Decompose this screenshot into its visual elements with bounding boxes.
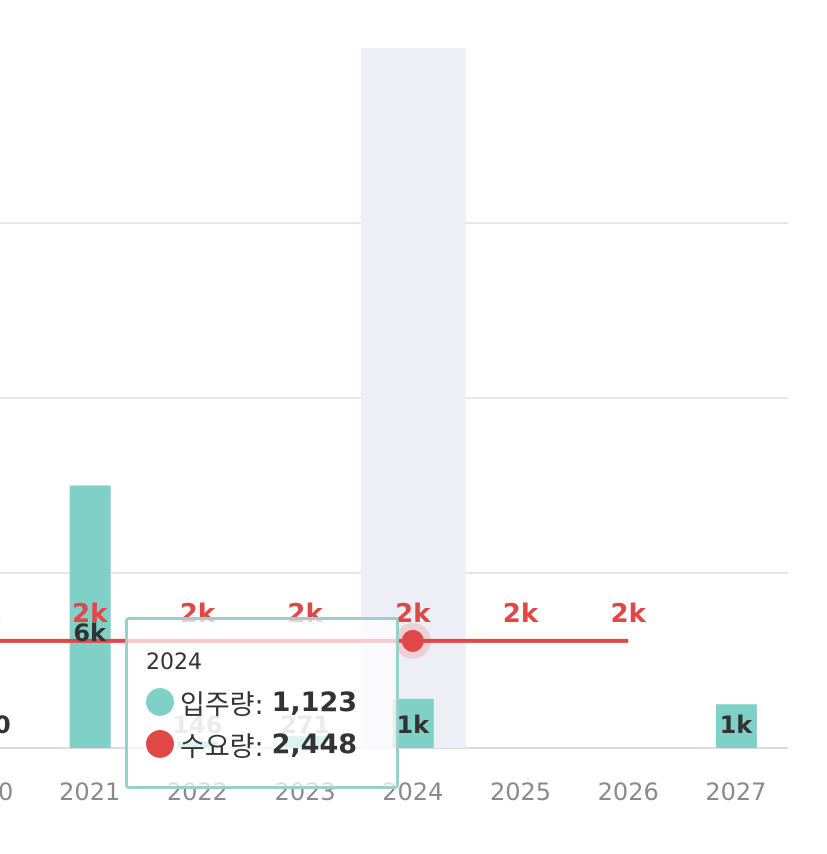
tooltip-label-demand: 수요량: — [180, 731, 264, 763]
bar-2027 — [715, 704, 757, 748]
tooltip-value-demand: 2,448 — [271, 728, 358, 760]
bar-label-2027: 1k — [720, 711, 754, 739]
demand-legend-dot — [146, 730, 174, 758]
tooltip-title: 2024 — [146, 650, 202, 675]
x-tick-2026: 2026 — [598, 778, 659, 806]
line-label-2025: 2k — [503, 599, 539, 629]
bar-label-2020: 0 — [0, 711, 11, 739]
line-label-2024: 2k — [395, 599, 431, 629]
tooltip-row-demand: 수요량: 2,448 — [146, 723, 396, 765]
supply-legend-dot — [146, 688, 174, 716]
x-tick-2027: 2027 — [705, 778, 766, 806]
tooltip-row-supply: 입주량: 1,123 — [146, 681, 396, 723]
bar-2021 — [69, 485, 111, 748]
x-tick-2020: 0 — [0, 778, 13, 806]
line-label-2026: 2k — [611, 599, 647, 629]
highlight-point — [401, 629, 424, 652]
line-label-2021: 2k — [72, 599, 108, 629]
bar-2024 — [392, 698, 434, 748]
line-label-2020: k — [0, 599, 1, 629]
tooltip-value-supply: 1,123 — [271, 686, 358, 718]
bar-label-2021: 6k — [73, 619, 107, 647]
x-tick-2021: 2021 — [59, 778, 120, 806]
x-axis: 0 2021 2022 2023 2024 2025 2026 2027 — [0, 778, 766, 806]
tooltip-label-supply: 입주량: — [180, 689, 264, 721]
bar-label-2024: 1k — [396, 711, 430, 739]
x-tick-2025: 2025 — [490, 778, 551, 806]
chart-tooltip: 2024 입주량: 1,123 수요량: 2,448 — [125, 617, 399, 789]
